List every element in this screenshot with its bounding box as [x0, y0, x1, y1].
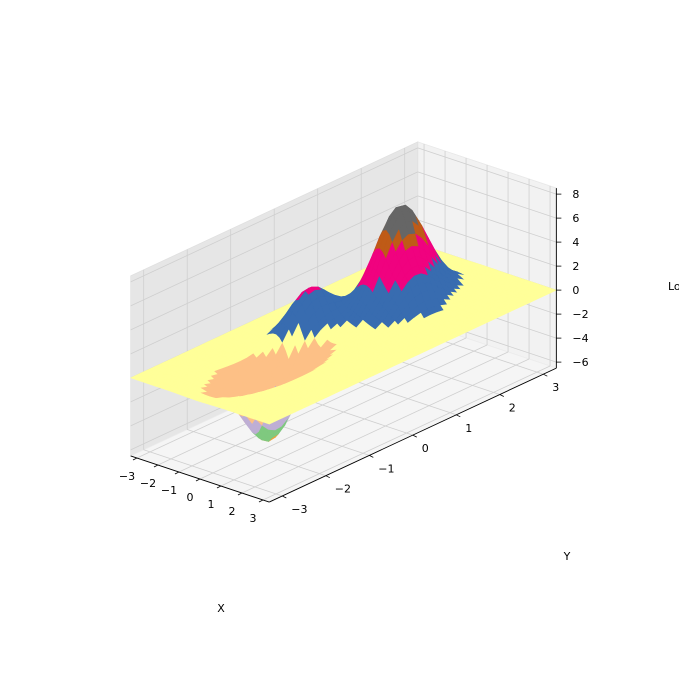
- grid-line: [130, 195, 418, 331]
- grid-line: [143, 449, 283, 497]
- y-tick-label: −1: [378, 462, 394, 475]
- x-tick-label: 3: [250, 512, 257, 525]
- tick-mark: [499, 394, 504, 397]
- tick-mark: [282, 495, 287, 499]
- tick-mark: [325, 475, 330, 479]
- grid-line: [417, 195, 557, 243]
- x-tick-label: −3: [119, 470, 135, 483]
- z-tick-label: 8: [572, 188, 579, 201]
- tick-mark: [412, 434, 417, 438]
- z-tick-label: −6: [572, 356, 588, 369]
- z-tick-label: −4: [572, 332, 588, 345]
- grid-line: [417, 147, 557, 195]
- tick-mark: [258, 499, 264, 503]
- x-axis-label: X: [217, 602, 225, 615]
- z-tick-label: 6: [572, 212, 579, 225]
- grid-line: [130, 171, 418, 307]
- x-tick-label: 0: [187, 491, 194, 504]
- x-tick-label: 2: [229, 505, 236, 518]
- z-tick-label: 2: [572, 260, 579, 273]
- tick-labels: −3 −2 −1 0 1 2 3 −3 −2 −1 0 1 2 3 −6 −4 −2 0 2 4 6 8: [119, 188, 589, 525]
- surface-cell: [265, 419, 277, 425]
- x-tick-label: −1: [161, 484, 177, 497]
- y-tick-label: 1: [465, 422, 472, 435]
- surface-mesh: [130, 204, 557, 442]
- y-axis-line: [269, 367, 557, 503]
- tick-mark: [132, 457, 138, 461]
- z-tick-label: 4: [572, 236, 579, 249]
- tick-mark: [237, 492, 243, 496]
- y-tick-label: −3: [291, 503, 307, 516]
- grid-line: [130, 219, 418, 355]
- grid-line: [417, 171, 557, 219]
- tick-mark: [216, 485, 222, 489]
- tick-mark: [195, 478, 201, 482]
- grid-line: [417, 219, 557, 267]
- tick-mark: [153, 464, 159, 468]
- tick-mark: [369, 455, 374, 458]
- y-tick-label: 3: [552, 381, 559, 394]
- y-tick-label: 0: [422, 442, 429, 455]
- z-tick-label: −2: [572, 308, 588, 321]
- tick-mark: [543, 373, 548, 377]
- y-axis-label: Y: [563, 550, 571, 563]
- z-tick-label: 0: [572, 284, 579, 297]
- tick-mark: [456, 414, 461, 418]
- grid-line: [130, 147, 418, 283]
- y-tick-label: −2: [335, 483, 351, 496]
- grid-line: [187, 429, 326, 477]
- y-tick-label: 2: [509, 402, 516, 415]
- x-tick-label: 1: [208, 498, 215, 511]
- tick-mark: [174, 471, 180, 475]
- x-tick-label: −2: [140, 477, 156, 490]
- z-axis-label: Lo: [668, 280, 679, 293]
